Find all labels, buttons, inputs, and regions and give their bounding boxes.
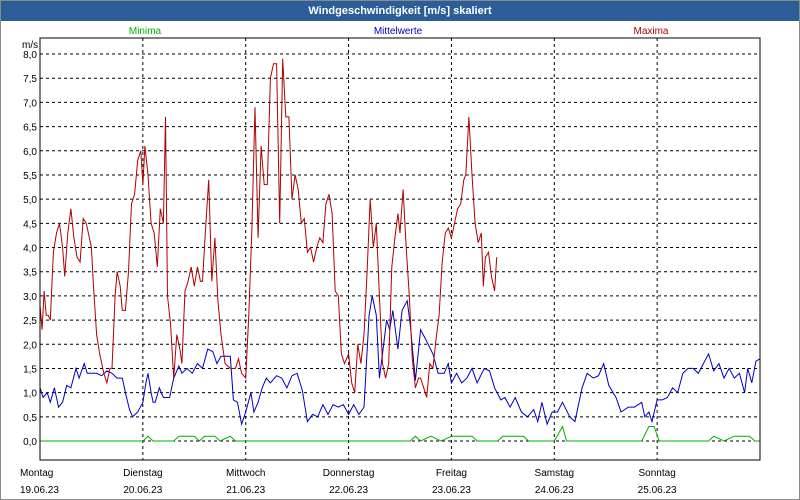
y-tick-label: 2,0 xyxy=(23,340,37,351)
y-tick-label: 6,5 xyxy=(23,123,37,134)
y-tick-label: 4,0 xyxy=(23,244,37,255)
legend-item: Minima xyxy=(129,26,162,37)
y-tick-label: 1,5 xyxy=(23,364,37,375)
y-tick-labels: 0,0 0,5 1,0 1,5 2,0 2,5 3,0 3,5 4,0 4,5 5,0 5,5 6,0 6… xyxy=(23,50,37,448)
legend-item: Maxima xyxy=(633,26,668,37)
x-day-label: Samstag xyxy=(535,468,574,479)
x-day-label: Dienstag xyxy=(123,468,162,479)
series-line-mittelwerte xyxy=(39,295,761,427)
y-tick-label: 5,5 xyxy=(23,171,37,182)
y-tick-label: 8,0 xyxy=(23,50,37,61)
x-date-label: 21.06.23 xyxy=(226,485,265,496)
y-tick-label: 0,5 xyxy=(23,413,37,424)
series-line-maxima xyxy=(39,58,498,398)
x-day-label: Freitag xyxy=(436,468,467,479)
x-day-label: Donnerstag xyxy=(323,468,375,479)
window-title: Windgeschwindigkeit [m/s] skaliert xyxy=(1,1,799,21)
y-tick-label: 3,5 xyxy=(23,268,37,279)
y-tick-label: 6,0 xyxy=(23,147,37,158)
y-tick-label: 2,5 xyxy=(23,316,37,327)
x-tick-labels: Montag 19.06.23 Dienstag 20.06.23 Mittwoch 21… xyxy=(20,468,677,496)
x-date-label: 25.06.23 xyxy=(638,485,677,496)
y-tick-label: 4,5 xyxy=(23,219,37,230)
y-tick-label: 1,0 xyxy=(23,389,37,400)
x-date-label: 23.06.23 xyxy=(432,485,471,496)
y-tick-label: 7,0 xyxy=(23,98,37,109)
x-date-label: 20.06.23 xyxy=(123,485,162,496)
x-date-label: 19.06.23 xyxy=(20,485,59,496)
y-tick-label: 7,5 xyxy=(23,74,37,85)
x-date-label: 24.06.23 xyxy=(535,485,574,496)
y-tick-label: 3,0 xyxy=(23,292,37,303)
legend: Minima Mittelwerte Maxima xyxy=(129,26,669,37)
x-day-label: Sonntag xyxy=(639,468,676,479)
y-tick-label: 0,0 xyxy=(23,437,37,448)
y-tick-label: 5,0 xyxy=(23,195,37,206)
x-day-label: Montag xyxy=(20,468,53,479)
grid xyxy=(40,38,760,460)
y-axis-label: m/s xyxy=(22,40,38,51)
series-lines xyxy=(39,58,761,442)
x-day-label: Mittwoch xyxy=(226,468,265,479)
legend-item: Mittelwerte xyxy=(374,26,423,37)
plot-frame xyxy=(39,37,761,461)
x-date-label: 22.06.23 xyxy=(329,485,368,496)
series-line-minima xyxy=(40,425,760,442)
